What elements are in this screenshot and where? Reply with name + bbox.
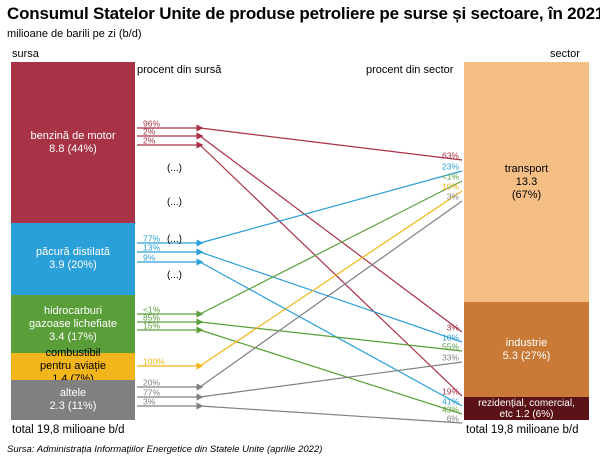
flow-line-connector	[199, 180, 463, 315]
ellipsis-2: (...)	[167, 197, 182, 208]
flow-pct-sector: 41%	[442, 397, 459, 407]
source-value: 3.9 (20%)	[49, 259, 97, 271]
total-right: total 19,8 milioane b/d	[466, 424, 579, 436]
sector-value: 5.3 (27%)	[502, 349, 551, 362]
flow-pct-source: 3%	[143, 397, 156, 407]
flow-pct-sector: 23%	[442, 162, 459, 172]
flow-line-connector	[199, 261, 463, 407]
flow-pct-source: <1%	[143, 305, 161, 315]
total-left: total 19,8 milioane b/d	[12, 424, 125, 436]
source-block-pacura: păcură distilată 3.9 (20%)	[11, 223, 135, 295]
sector-name-and-value: rezidențial, comercial, etc 1.2 (6%)	[474, 398, 579, 420]
flow-line-connector	[199, 190, 463, 367]
source-name: hidrocarburi gazoase lichefiate	[28, 304, 118, 330]
flow-pct-sector: 43%	[442, 405, 459, 415]
flow-pct-source: 85%	[143, 313, 160, 323]
sector-name: transport	[504, 162, 549, 175]
flow-pct-sector: 19%	[442, 387, 459, 397]
sector-pct: (67%)	[511, 188, 542, 201]
flow-pct-source: 77%	[143, 234, 160, 244]
header-sector: sector	[550, 48, 580, 60]
source-block-combustibil: combustibil pentru aviație 1.4 (7%)	[11, 347, 135, 385]
flow-line-connector	[199, 200, 463, 388]
header-pct-source: procent din sursă	[137, 64, 222, 76]
flow-pct-source: 77%	[143, 388, 160, 398]
flow-pct-source: 2%	[143, 127, 156, 137]
flow-pct-source: 13%	[143, 243, 160, 253]
flow-pct-sector: 3%	[447, 192, 460, 202]
sector-name: rezidențial, comercial, etc	[478, 397, 575, 420]
flow-line-connector	[199, 361, 463, 398]
flow-pct-source: 100%	[143, 357, 165, 367]
header-sursa: sursa	[12, 48, 39, 60]
ellipsis-4: (...)	[167, 270, 182, 281]
flow-pct-source: 96%	[143, 119, 160, 129]
source-name: combustibil pentru aviație	[39, 347, 107, 372]
flow-line-connector	[199, 144, 463, 397]
flow-pct-sector: 10%	[442, 182, 459, 192]
flow-pct-source: 9%	[143, 253, 156, 263]
flow-line-connector	[199, 251, 463, 343]
flow-pct-source: 2%	[143, 136, 156, 146]
source-value: 2.3 (11%)	[49, 400, 97, 412]
source-block-altele: altele 2.3 (11%)	[11, 380, 135, 420]
flow-pct-source: 20%	[143, 378, 160, 388]
ellipsis-1: (...)	[167, 163, 182, 174]
flow-line-connector	[199, 321, 463, 352]
sector-block-rezidential: rezidențial, comercial, etc 1.2 (6%)	[464, 397, 589, 420]
flow-line-connector	[199, 135, 463, 333]
flow-pct-sector: <1%	[442, 172, 460, 182]
source-block-benzina: benzină de motor 8.8 (44%)	[11, 62, 135, 223]
source-note: Sursa: Administrația Informaţiilor Energ…	[7, 444, 323, 455]
flow-line-connector	[199, 170, 463, 244]
page-title: Consumul Statelor Unite de produse petro…	[7, 4, 600, 23]
flow-pct-sector: 33%	[442, 353, 459, 363]
sector-name: industrie	[505, 336, 548, 349]
flow-pct-sector: 55%	[442, 342, 459, 352]
source-block-hidrocarburi: hidrocarburi gazoase lichefiate 3.4 (17%…	[11, 295, 135, 353]
source-name: păcură distilată	[36, 246, 110, 258]
flow-pct-source: 15%	[143, 321, 160, 331]
flow-pct-sector: 6%	[447, 414, 460, 424]
sector-block-transport: transport 13.3 (67%)	[464, 62, 589, 302]
flow-pct-sector: 3%	[447, 323, 460, 333]
ellipsis-3: (...)	[167, 234, 182, 245]
sector-block-industrie: industrie 5.3 (27%)	[464, 302, 589, 397]
sector-value: 1.2 (6%)	[515, 408, 554, 420]
source-value: 3.4 (17%)	[49, 330, 97, 343]
flow-pct-sector: 10%	[442, 333, 459, 343]
source-name: benzină de motor	[30, 129, 116, 142]
flow-line-connector	[199, 329, 463, 415]
flow-pct-sector: 63%	[442, 151, 459, 161]
flow-line-connector	[199, 127, 463, 161]
flow-line-connector	[199, 405, 463, 424]
source-name: altele	[59, 387, 87, 399]
sector-value: 13.3	[515, 175, 538, 188]
page-subtitle: milioane de barili pe zi (b/d)	[7, 28, 142, 40]
source-value: 8.8 (44%)	[49, 142, 97, 155]
header-pct-sector: procent din sector	[366, 64, 454, 76]
